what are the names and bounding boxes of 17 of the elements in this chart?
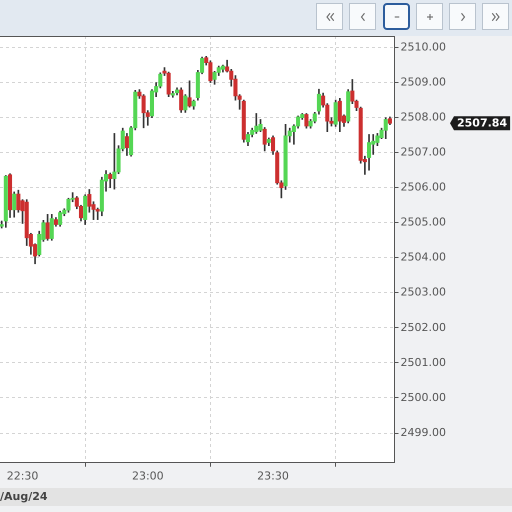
status-bar: /Aug/24	[0, 488, 512, 506]
y-tick-label: 2504.00	[400, 250, 446, 264]
text: 2507.84	[457, 116, 508, 130]
y-tick-label: 2502.00	[400, 320, 446, 334]
y-tick-label: 2507.00	[400, 146, 446, 159]
x-tick-label: 22:30	[6, 469, 38, 482]
y-tick-label: 2506.00	[400, 180, 446, 194]
y-tick-label: 2505.00	[400, 216, 446, 229]
y-tick-label: 2510.00	[400, 40, 446, 54]
y-tick-label: 2499.00	[400, 426, 446, 439]
y-tick-label: 2508.00	[400, 110, 446, 124]
y-tick-label: 2503.00	[400, 286, 446, 299]
x-tick-label: 23:00	[132, 469, 164, 482]
y-tick-label: 2509.00	[400, 75, 446, 88]
y-tick-label: 2501.00	[400, 356, 446, 369]
y-tick-label: 2500.00	[400, 390, 446, 404]
x-tick-label: 23:30	[257, 469, 289, 482]
